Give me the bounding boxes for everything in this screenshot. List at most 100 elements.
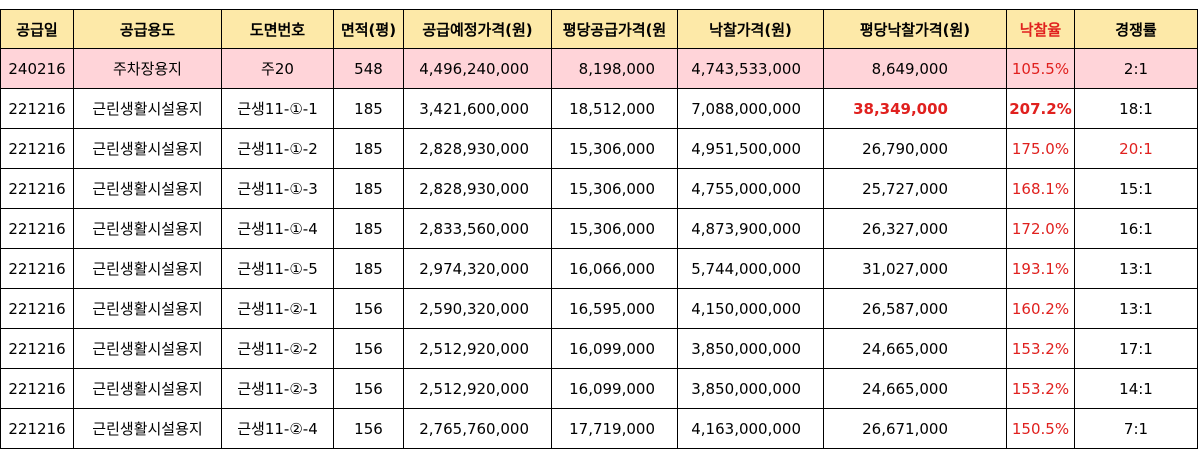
cell-area: 156	[333, 408, 404, 449]
cell-per-pyeong-winning: 26,790,000	[823, 128, 1007, 169]
cell-area: 156	[333, 328, 404, 369]
cell-planned-price: 4,496,240,000	[403, 48, 552, 89]
header-lot: 도면번호	[221, 9, 334, 49]
cell-date: 221216	[0, 208, 74, 249]
cell-winning-price: 4,163,000,000	[677, 408, 824, 449]
table-row: 221216 근린생활시설용지 근생11-①-2 185 2,828,930,0…	[0, 128, 1198, 169]
cell-winning-price: 5,744,000,000	[677, 248, 824, 289]
cell-competition: 16:1	[1074, 208, 1198, 249]
cell-area: 156	[333, 288, 404, 329]
cell-date: 221216	[0, 88, 74, 129]
cell-competition: 13:1	[1074, 248, 1198, 289]
cell-date: 221216	[0, 408, 74, 449]
cell-use: 근린생활시설용지	[73, 168, 222, 209]
cell-per-pyeong-winning: 31,027,000	[823, 248, 1007, 289]
cell-winning-rate: 160.2%	[1006, 288, 1075, 329]
table-row: 221216 근린생활시설용지 근생11-①-1 185 3,421,600,0…	[0, 88, 1198, 129]
cell-winning-price: 4,755,000,000	[677, 168, 824, 209]
cell-winning-rate: 150.5%	[1006, 408, 1075, 449]
cell-date: 221216	[0, 328, 74, 369]
cell-per-pyeong-supply: 16,066,000	[551, 248, 678, 289]
table-row: 221216 근린생활시설용지 근생11-①-3 185 2,828,930,0…	[0, 168, 1198, 209]
cell-per-pyeong-supply: 8,198,000	[551, 48, 678, 89]
cell-winning-price: 4,873,900,000	[677, 208, 824, 249]
cell-per-pyeong-supply: 16,595,000	[551, 288, 678, 329]
cell-competition: 2:1	[1074, 48, 1198, 89]
cell-per-pyeong-supply: 16,099,000	[551, 368, 678, 409]
cell-per-pyeong-supply: 15,306,000	[551, 168, 678, 209]
header-winning-price: 낙찰가격(원)	[677, 9, 824, 49]
cell-winning-rate: 207.2%	[1006, 88, 1075, 129]
table-row: 240216 주차장용지 주20 548 4,496,240,000 8,198…	[0, 48, 1198, 89]
cell-competition: 17:1	[1074, 328, 1198, 369]
cell-winning-rate: 193.1%	[1006, 248, 1075, 289]
cell-per-pyeong-winning: 24,665,000	[823, 328, 1007, 369]
header-planned-price: 공급예정가격(원)	[403, 9, 552, 49]
cell-per-pyeong-supply: 15,306,000	[551, 128, 678, 169]
cell-winning-rate: 153.2%	[1006, 328, 1075, 369]
table-row: 221216 근린생활시설용지 근생11-②-4 156 2,765,760,0…	[0, 408, 1198, 449]
cell-winning-rate: 172.0%	[1006, 208, 1075, 249]
cell-winning-price: 7,088,000,000	[677, 88, 824, 129]
cell-lot: 근생11-①-4	[221, 208, 334, 249]
cell-lot: 근생11-②-1	[221, 288, 334, 329]
header-date: 공급일	[0, 9, 74, 49]
header-per-pyeong-winning: 평당낙찰가격(원)	[823, 9, 1007, 49]
cell-use: 주차장용지	[73, 48, 222, 89]
cell-per-pyeong-winning: 25,727,000	[823, 168, 1007, 209]
cell-planned-price: 2,828,930,000	[403, 168, 552, 209]
cell-area: 185	[333, 248, 404, 289]
table-row: 221216 근린생활시설용지 근생11-②-1 156 2,590,320,0…	[0, 288, 1198, 329]
cell-lot: 근생11-①-5	[221, 248, 334, 289]
cell-per-pyeong-supply: 18,512,000	[551, 88, 678, 129]
cell-use: 근린생활시설용지	[73, 368, 222, 409]
cell-winning-rate: 168.1%	[1006, 168, 1075, 209]
table-row: 221216 근린생활시설용지 근생11-②-3 156 2,512,920,0…	[0, 368, 1198, 409]
cell-per-pyeong-winning: 26,587,000	[823, 288, 1007, 329]
cell-date: 221216	[0, 368, 74, 409]
cell-date: 221216	[0, 248, 74, 289]
cell-date: 221216	[0, 168, 74, 209]
cell-planned-price: 2,512,920,000	[403, 328, 552, 369]
cell-lot: 근생11-①-1	[221, 88, 334, 129]
cell-per-pyeong-winning: 38,349,000	[823, 88, 1007, 129]
cell-area: 185	[333, 168, 404, 209]
header-winning-rate: 낙찰율	[1006, 9, 1075, 49]
table-row: 221216 근린생활시설용지 근생11-②-2 156 2,512,920,0…	[0, 328, 1198, 369]
cell-use: 근린생활시설용지	[73, 288, 222, 329]
cell-area: 185	[333, 88, 404, 129]
cell-per-pyeong-supply: 17,719,000	[551, 408, 678, 449]
cell-winning-price: 3,850,000,000	[677, 368, 824, 409]
cell-competition: 7:1	[1074, 408, 1198, 449]
cell-use: 근린생활시설용지	[73, 248, 222, 289]
table-row: 221216 근린생활시설용지 근생11-①-5 185 2,974,320,0…	[0, 248, 1198, 289]
cell-use: 근린생활시설용지	[73, 128, 222, 169]
cell-planned-price: 2,512,920,000	[403, 368, 552, 409]
cell-per-pyeong-supply: 15,306,000	[551, 208, 678, 249]
cell-date: 221216	[0, 128, 74, 169]
cell-area: 548	[333, 48, 404, 89]
cell-winning-rate: 175.0%	[1006, 128, 1075, 169]
cell-winning-price: 4,951,500,000	[677, 128, 824, 169]
cell-use: 근린생활시설용지	[73, 328, 222, 369]
cell-winning-price: 4,743,533,000	[677, 48, 824, 89]
cell-competition: 20:1	[1074, 128, 1198, 169]
header-use: 공급용도	[73, 9, 222, 49]
cell-planned-price: 2,765,760,000	[403, 408, 552, 449]
header-competition: 경쟁률	[1074, 9, 1198, 49]
cell-lot: 근생11-②-4	[221, 408, 334, 449]
cell-area: 185	[333, 208, 404, 249]
cell-per-pyeong-winning: 26,671,000	[823, 408, 1007, 449]
cell-winning-price: 4,150,000,000	[677, 288, 824, 329]
cell-lot: 근생11-②-3	[221, 368, 334, 409]
cell-competition: 13:1	[1074, 288, 1198, 329]
cell-area: 156	[333, 368, 404, 409]
cell-per-pyeong-winning: 26,327,000	[823, 208, 1007, 249]
cell-winning-price: 3,850,000,000	[677, 328, 824, 369]
cell-planned-price: 2,590,320,000	[403, 288, 552, 329]
cell-lot: 근생11-②-2	[221, 328, 334, 369]
header-row: 공급일 공급용도 도면번호 면적(평) 공급예정가격(원) 평당공급가격(원 낙…	[0, 9, 1198, 49]
cell-competition: 18:1	[1074, 88, 1198, 129]
cell-per-pyeong-winning: 8,649,000	[823, 48, 1007, 89]
cell-winning-rate: 153.2%	[1006, 368, 1075, 409]
